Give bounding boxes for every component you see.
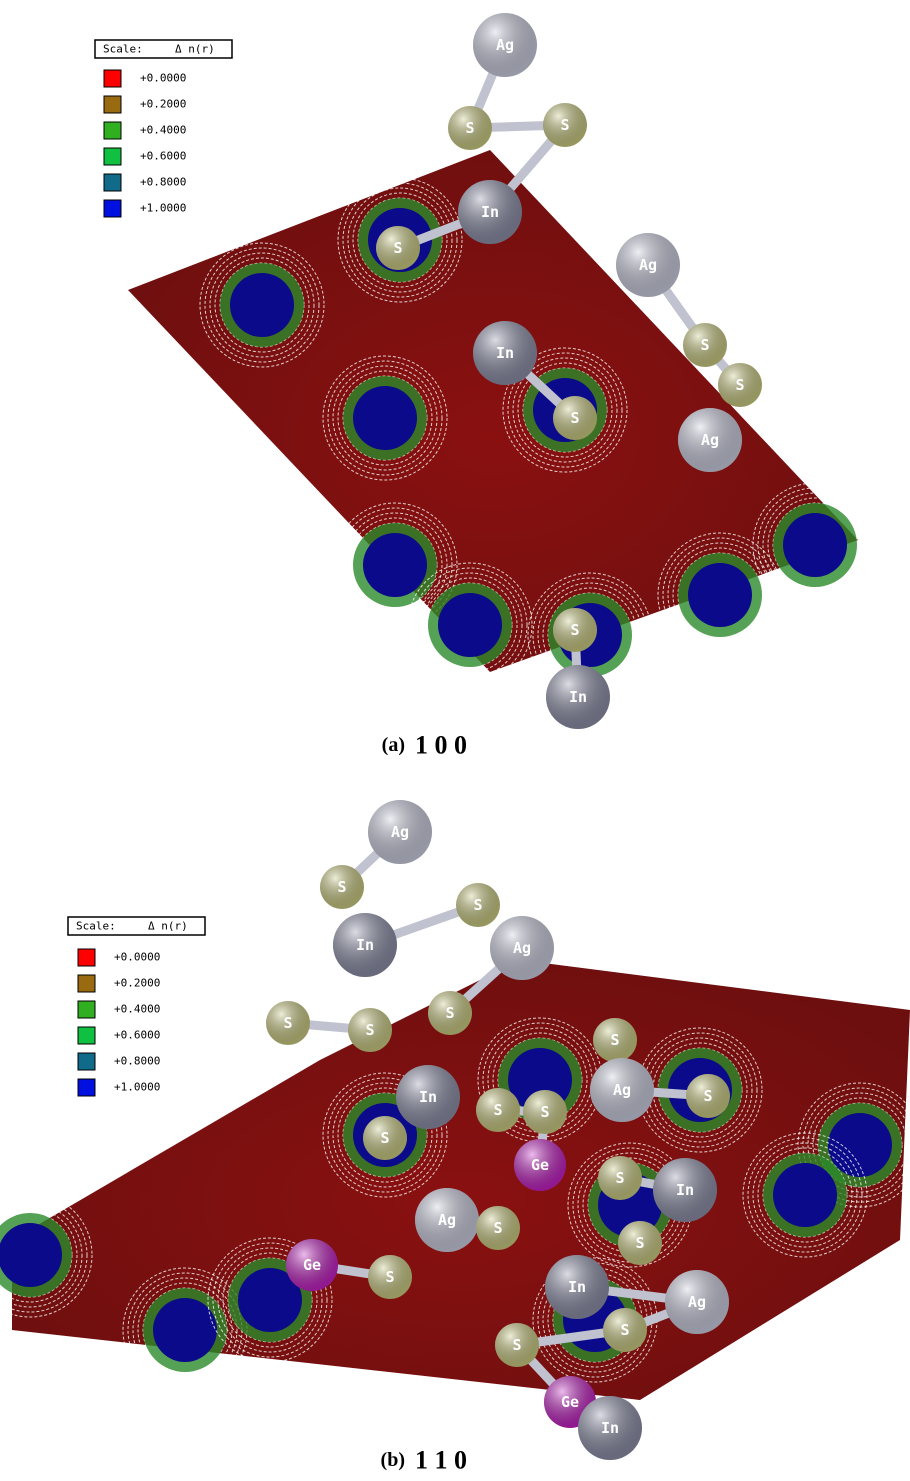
atom-label: S [512,1336,521,1354]
density-well [783,513,847,577]
atom-label: In [569,688,587,706]
atom-label: In [481,203,499,221]
legend-swatch [104,200,121,217]
atom-label: Ge [531,1156,549,1174]
legend-swatch [78,1079,95,1096]
atom-label: S [703,1087,712,1105]
legend-label: +0.4000 [140,124,186,137]
atom-label: Ag [438,1211,456,1229]
legend-title: Scale: [76,920,116,933]
legend-label: +0.4000 [114,1003,160,1016]
atom-label: S [493,1101,502,1119]
legend-label: +0.8000 [114,1055,160,1068]
atom-label: S [365,1021,374,1039]
atom-label: S [465,119,474,137]
atom-label: S [380,1129,389,1147]
density-well [363,533,427,597]
legend-label: +0.2000 [140,98,186,111]
legend-swatch [104,122,121,139]
legend-label: +1.0000 [140,202,186,215]
legend-label: +0.6000 [114,1029,160,1042]
caption-label: (b) [381,1449,405,1471]
atom-label: In [676,1181,694,1199]
atom-label: S [393,239,402,257]
legend-swatch [104,148,121,165]
atom-label: In [496,344,514,362]
atom-label: Ag [391,823,409,841]
atom-label: S [493,1219,502,1237]
atom-label: Ag [701,431,719,449]
atom-label: Ag [513,939,531,957]
atom-label: S [635,1234,644,1252]
atom-label: S [560,116,569,134]
density-well [438,593,502,657]
density-well [230,273,294,337]
density-well [773,1163,837,1227]
atom-label: Ge [303,1256,321,1274]
atom-label: S [570,621,579,639]
legend-swatch [104,70,121,87]
atom-label: S [540,1103,549,1121]
atom-label: S [445,1004,454,1022]
atom-label: S [735,376,744,394]
legend-swatch [78,1027,95,1044]
legend-swatch [104,96,121,113]
legend-swatch [78,1053,95,1070]
atom-label: S [700,336,709,354]
legend-swatch [104,174,121,191]
atom-label: Ag [496,36,514,54]
atom-label: Ag [688,1293,706,1311]
density-well [688,563,752,627]
caption: 1 0 0 [415,731,467,760]
atom-label: In [568,1278,586,1296]
legend-label: +0.0000 [140,72,186,85]
caption: 1 1 0 [415,1446,467,1475]
legend-swatch [78,975,95,992]
atom-label: In [356,936,374,954]
legend-label: +1.0000 [114,1081,160,1094]
atom-label: S [385,1268,394,1286]
atom-label: In [601,1419,619,1437]
atom-label: S [620,1321,629,1339]
figure: Ag S S In S Ag S S In S Ag S In Scale: Δ n(r) +0.0000 +0… [0,0,910,1481]
legend-symbol: Δ n(r) [148,920,188,933]
atom-label: S [283,1014,292,1032]
legend-title: Scale: [103,43,143,56]
legend-label: +0.0000 [114,951,160,964]
atom-label: Ge [561,1393,579,1411]
atom-label: S [615,1169,624,1187]
density-well [0,1223,62,1287]
atom-label: In [419,1088,437,1106]
legend-swatch [78,949,95,966]
legend-symbol: Δ n(r) [175,43,215,56]
legend-label: +0.8000 [140,176,186,189]
atom-label: Ag [639,256,657,274]
atom-label: S [610,1031,619,1049]
legend-label: +0.6000 [140,150,186,163]
atom-label: S [570,409,579,427]
legend-swatch [78,1001,95,1018]
atom-label: S [337,878,346,896]
density-well [153,1298,217,1362]
caption-label: (a) [382,734,405,756]
density-well [353,386,417,450]
legend-label: +0.2000 [114,977,160,990]
atom-label: S [473,896,482,914]
atom-label: Ag [613,1081,631,1099]
